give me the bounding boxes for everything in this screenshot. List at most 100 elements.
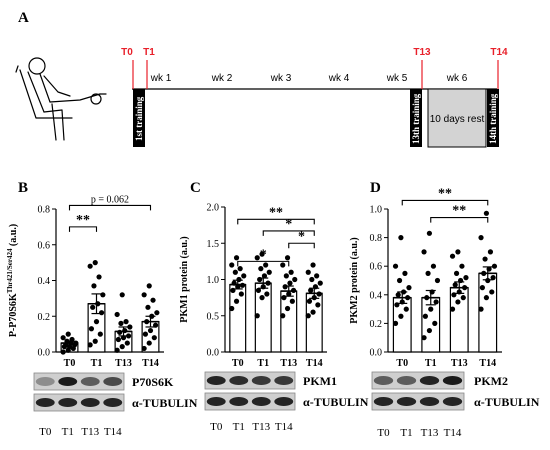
session-box-14: 14th training (487, 89, 499, 147)
data-point (120, 335, 127, 341)
data-point (308, 287, 314, 293)
data-point (261, 273, 268, 279)
data-point (394, 302, 400, 308)
data-point (284, 255, 291, 261)
y-tick-label: 0.6 (38, 240, 51, 251)
blot-band-tubulin (103, 398, 123, 407)
y-tick-label: 0.0 (38, 348, 51, 359)
data-point (486, 266, 492, 272)
data-point (232, 269, 238, 275)
timepoint-t1: T1 (143, 47, 155, 58)
data-point (433, 299, 439, 305)
data-point (263, 262, 269, 268)
data-point (255, 287, 262, 293)
data-point (424, 295, 430, 301)
blot-lane-label: T1 (233, 421, 245, 433)
data-point (483, 295, 490, 301)
data-point (305, 269, 311, 275)
y-tick-label: 1.5 (207, 239, 220, 250)
blot-band-tubulin (35, 398, 55, 407)
data-point (478, 306, 484, 312)
data-point (459, 263, 465, 269)
x-tick-label: T0 (232, 358, 244, 369)
data-point (230, 287, 236, 293)
data-point (257, 276, 263, 283)
blot-loading-label: α-TUBULIN (132, 396, 198, 410)
data-point (430, 263, 437, 269)
y-axis-label: PKM1 protein (a.u.) (179, 236, 190, 322)
data-point (100, 292, 106, 298)
data-point (392, 263, 399, 269)
data-point (491, 263, 498, 269)
data-point (460, 295, 466, 301)
data-point (317, 280, 323, 286)
data-point (478, 235, 484, 241)
data-point (147, 327, 154, 334)
data-point (141, 292, 147, 298)
data-point (127, 324, 133, 330)
data-point (455, 299, 461, 305)
data-point (399, 299, 405, 305)
western-blot-panels: T0 T1 T13 T14 P70S6K α-TUBULIN T0 T1 T13 T14 PKM1 α… (33, 371, 540, 439)
data-point (398, 313, 404, 319)
data-point (149, 313, 155, 319)
data-point (305, 313, 311, 319)
blot-band-target (373, 376, 394, 385)
panel-a-letter: A (18, 10, 29, 26)
data-point (125, 333, 132, 339)
data-point (235, 284, 241, 290)
blot-band-tubulin (396, 397, 417, 406)
data-point (260, 284, 266, 290)
data-point (123, 319, 129, 325)
data-point (457, 277, 464, 284)
blot-target-label: PKM1 (303, 374, 337, 388)
data-point (280, 313, 286, 319)
data-point (455, 249, 461, 255)
data-point (73, 340, 79, 346)
data-point (453, 270, 460, 276)
significance-label: ** (76, 213, 90, 228)
timepoint-markers (132, 60, 499, 89)
data-point (119, 292, 125, 298)
data-point (237, 266, 243, 272)
data-point (452, 282, 458, 288)
data-point (426, 230, 433, 236)
data-point (254, 313, 260, 319)
y-axis-label: P-P70S6KThr421/Ser424 (a.u.) (6, 224, 19, 337)
y-tick-label: 0.0 (370, 348, 383, 359)
significance-bracket (237, 218, 315, 225)
western-blot-d: T0 T1 T13 T14 PKM2 α-TUBULIN (371, 371, 540, 439)
data-point (405, 295, 411, 301)
x-tick-label: T1 (91, 358, 103, 369)
blot-band-target (274, 376, 294, 385)
y-tick-label: 0.8 (38, 205, 51, 216)
data-point (463, 275, 469, 281)
rest-period-box (427, 88, 487, 148)
data-point (483, 210, 490, 216)
blot-membrane-tubulin (371, 392, 465, 411)
session-13-label: 13th training (411, 93, 421, 144)
data-point (290, 287, 297, 293)
chart-panel-d: D 0.0 0.2 0.4 0.6 0.8 1.0 PKM2 protein (a.u.) T0… (349, 180, 502, 369)
data-point (426, 327, 433, 334)
y-tick-label: 0.8 (370, 233, 383, 244)
timepoint-t13: T13 (413, 47, 431, 58)
x-tick-label: T13 (115, 358, 132, 369)
data-point (97, 331, 103, 337)
blot-band-target (229, 376, 249, 385)
data-point (422, 313, 428, 319)
data-point (91, 283, 97, 289)
data-point (264, 291, 270, 297)
data-point (306, 298, 313, 304)
leg-extension-person-icon (15, 57, 107, 141)
data-point (87, 263, 93, 269)
data-point (87, 342, 93, 348)
panel-letter: D (370, 180, 381, 196)
y-axis-label: PKM2 protein (a.u.) (349, 237, 360, 323)
blot-lane-label: T0 (39, 426, 52, 438)
blot-membrane-tubulin (204, 392, 296, 411)
data-point (142, 331, 149, 337)
data-point (122, 327, 128, 334)
data-point (231, 280, 237, 286)
session-box-13: 13th training (410, 89, 422, 147)
